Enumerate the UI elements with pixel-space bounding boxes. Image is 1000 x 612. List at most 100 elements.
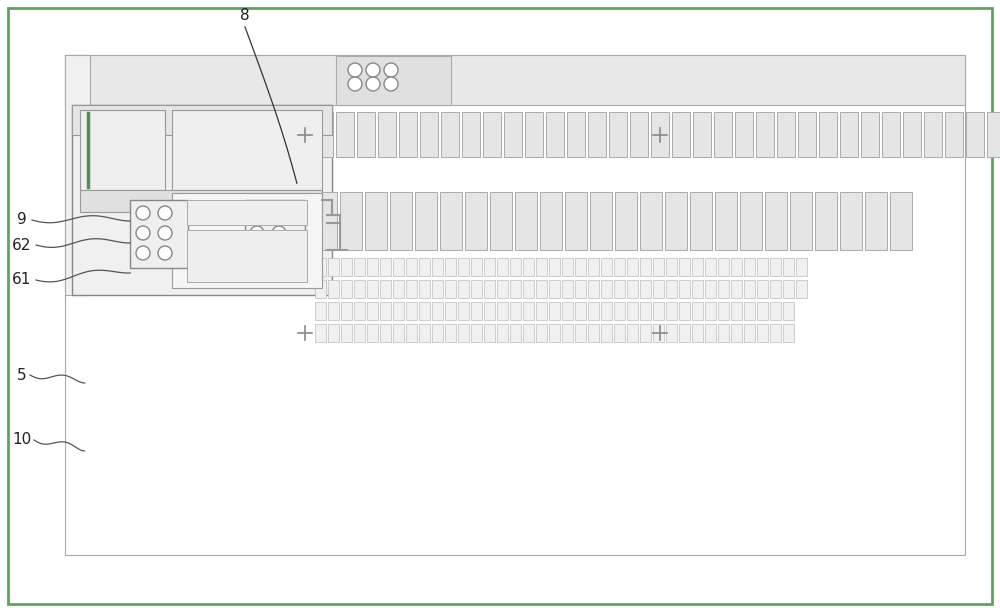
Circle shape: [366, 77, 380, 91]
Bar: [770, 324, 781, 342]
Bar: [692, 258, 703, 276]
Bar: [770, 280, 781, 298]
Bar: [367, 258, 378, 276]
Text: 61: 61: [12, 272, 32, 288]
Bar: [471, 258, 482, 276]
Bar: [523, 258, 534, 276]
Circle shape: [366, 63, 380, 77]
Bar: [757, 280, 768, 298]
Bar: [562, 258, 573, 276]
Bar: [777, 112, 795, 157]
Circle shape: [384, 77, 398, 91]
Bar: [406, 280, 417, 298]
Bar: [588, 280, 599, 298]
Bar: [484, 324, 495, 342]
Bar: [336, 112, 354, 157]
Bar: [315, 112, 333, 157]
Bar: [666, 280, 677, 298]
Bar: [315, 192, 337, 250]
Text: 10: 10: [12, 433, 32, 447]
Bar: [565, 192, 587, 250]
Bar: [790, 192, 812, 250]
Bar: [705, 302, 716, 320]
Bar: [588, 112, 606, 157]
Bar: [692, 302, 703, 320]
Bar: [187, 200, 307, 225]
Bar: [465, 192, 487, 250]
Bar: [718, 302, 729, 320]
Bar: [744, 258, 755, 276]
Bar: [796, 280, 807, 298]
Bar: [692, 324, 703, 342]
Bar: [315, 258, 326, 276]
Bar: [590, 192, 612, 250]
Bar: [653, 258, 664, 276]
Bar: [72, 105, 332, 135]
Bar: [341, 324, 352, 342]
Bar: [419, 258, 430, 276]
Bar: [315, 324, 326, 342]
Bar: [187, 230, 307, 282]
Bar: [80, 110, 165, 190]
Bar: [575, 302, 586, 320]
Bar: [651, 112, 669, 157]
Bar: [890, 192, 912, 250]
Bar: [627, 280, 638, 298]
Bar: [575, 280, 586, 298]
Circle shape: [136, 206, 150, 220]
Bar: [609, 112, 627, 157]
Bar: [665, 192, 687, 250]
Bar: [627, 302, 638, 320]
Bar: [536, 302, 547, 320]
Bar: [80, 190, 322, 212]
Bar: [484, 302, 495, 320]
Bar: [640, 280, 651, 298]
Bar: [679, 302, 690, 320]
Bar: [380, 302, 391, 320]
Bar: [672, 112, 690, 157]
Bar: [445, 324, 456, 342]
Bar: [549, 280, 560, 298]
Circle shape: [348, 63, 362, 77]
Bar: [549, 302, 560, 320]
Bar: [601, 258, 612, 276]
Bar: [354, 258, 365, 276]
Bar: [172, 110, 322, 190]
Bar: [510, 280, 521, 298]
Bar: [72, 105, 332, 295]
Bar: [562, 280, 573, 298]
Bar: [419, 280, 430, 298]
Bar: [614, 302, 625, 320]
Bar: [484, 258, 495, 276]
Bar: [679, 258, 690, 276]
Bar: [367, 302, 378, 320]
Bar: [393, 324, 404, 342]
Bar: [354, 324, 365, 342]
Bar: [471, 302, 482, 320]
Bar: [575, 258, 586, 276]
Bar: [588, 302, 599, 320]
Bar: [536, 324, 547, 342]
Bar: [432, 280, 443, 298]
Bar: [540, 192, 562, 250]
Bar: [798, 112, 816, 157]
Bar: [718, 324, 729, 342]
Text: 8: 8: [240, 7, 250, 23]
Bar: [714, 112, 732, 157]
Circle shape: [136, 226, 150, 240]
Bar: [744, 302, 755, 320]
Bar: [172, 193, 322, 288]
Bar: [458, 302, 469, 320]
Bar: [432, 324, 443, 342]
Bar: [490, 192, 512, 250]
Circle shape: [272, 246, 286, 260]
Bar: [757, 324, 768, 342]
Bar: [378, 112, 396, 157]
Bar: [679, 280, 690, 298]
Bar: [653, 280, 664, 298]
Bar: [420, 112, 438, 157]
Bar: [731, 324, 742, 342]
Bar: [740, 192, 762, 250]
Bar: [341, 280, 352, 298]
Bar: [744, 280, 755, 298]
